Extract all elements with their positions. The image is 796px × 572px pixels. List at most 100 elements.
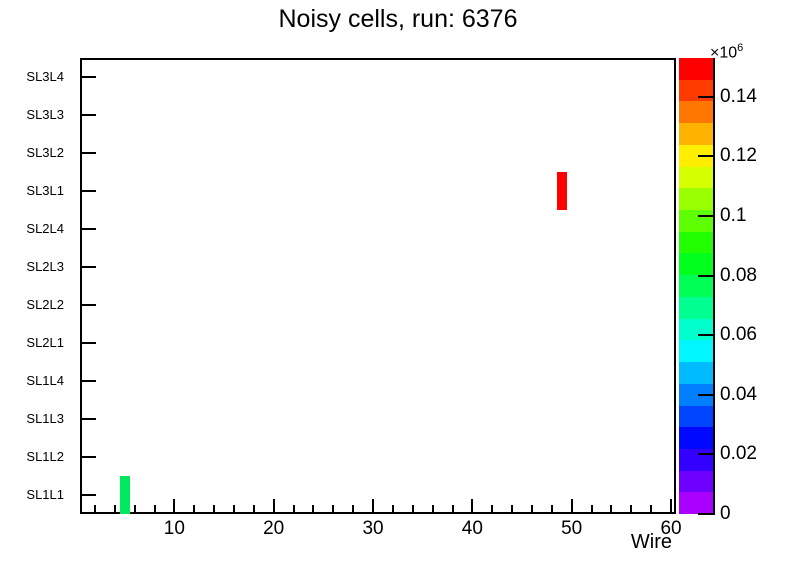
y-axis-tick [80,266,96,268]
palette-tick [698,155,715,158]
y-axis-tick [80,190,96,192]
y-axis-tick [80,380,96,382]
x-axis-minor-tick [252,505,255,512]
palette-band [679,470,714,493]
palette-tick-label: 0.1 [720,204,747,226]
x-axis-minor-tick [113,505,116,512]
palette-band [679,144,714,167]
x-axis-minor-tick [511,505,514,512]
palette-band [679,405,714,428]
y-axis-label: SL2L3 [26,259,64,274]
x-axis-minor-tick [391,505,394,512]
palette-tick-label: 0.12 [720,145,757,167]
palette-tick-label: 0.08 [720,264,757,286]
y-axis-label: SL3L1 [26,183,64,198]
x-axis-minor-tick [431,505,434,512]
x-axis-minor-tick [550,505,553,512]
x-axis-minor-tick [193,505,196,512]
palette-axis-line [713,58,715,514]
palette-tick [698,274,715,277]
y-axis-label: SL3L2 [26,145,64,160]
y-axis-tick [80,342,96,344]
palette-band [679,101,714,124]
y-axis-label: SL3L4 [26,69,64,84]
y-axis-tick [80,456,96,458]
y-axis-label: SL2L4 [26,221,64,236]
palette-band [679,318,714,341]
x-axis-tick-label: 40 [461,518,483,539]
palette-band [679,448,714,471]
palette-band [679,188,714,211]
x-axis-minor-tick [232,505,235,512]
x-axis-minor-tick [451,505,454,512]
x-axis-tick-label: 30 [362,518,384,539]
x-axis-major-tick [272,499,275,512]
y-axis-tick [80,418,96,420]
palette-band [679,79,714,102]
x-axis-tick-label: 60 [660,518,682,539]
color-palette-bar [679,58,714,515]
y-axis-tick [80,494,96,496]
x-axis-minor-tick [491,505,494,512]
x-axis-minor-tick [411,505,414,512]
palette-tick [698,334,715,337]
x-axis-minor-tick [133,505,136,512]
heatmap-cell-wire5-SL1L1 [119,476,130,514]
y-axis-label: SL1L4 [26,373,64,388]
x-axis-major-tick [471,499,474,512]
x-axis-tick-label: 10 [163,518,185,539]
palette-tick [698,95,715,98]
x-axis-minor-tick [610,505,613,512]
x-axis-minor-tick [312,505,315,512]
y-axis-label: SL2L2 [26,297,64,312]
y-axis-label: SL1L3 [26,411,64,426]
x-axis-title: Wire [630,531,672,553]
palette-tick-label: 0.14 [720,85,757,107]
y-axis-label: SL2L1 [26,335,64,350]
palette-band [679,275,714,297]
y-axis-tick [80,152,96,154]
palette-band [679,58,714,80]
y-axis-tick [80,114,96,116]
x-axis-major-tick [372,499,375,512]
palette-exponent-power: 6 [737,42,744,54]
palette-band [679,123,714,145]
x-axis-major-tick [570,499,573,512]
y-axis-label: SL1L2 [26,449,64,464]
y-axis-tick [80,228,96,230]
palette-tick-label: 0.04 [720,383,757,405]
x-axis-minor-tick [352,505,355,512]
palette-tick [698,393,715,396]
x-axis-minor-tick [292,505,295,512]
x-axis-minor-tick [213,505,216,512]
x-axis-minor-tick [590,505,593,512]
y-axis-tick [80,304,96,306]
plot-frame [80,58,676,514]
x-axis-minor-tick [650,505,653,512]
y-axis-label: SL1L1 [26,487,64,502]
heatmap-cell-wire49-SL3L1 [556,172,567,210]
palette-band [679,492,714,515]
palette-tick [698,214,715,217]
x-axis-minor-tick [93,505,96,512]
y-axis-label: SL3L3 [26,107,64,122]
palette-band [679,210,714,232]
x-axis-major-tick [670,499,673,512]
palette-tick-label: 0 [720,503,731,524]
palette-exponent-label: ×106 [710,40,743,61]
palette-band [679,296,714,319]
palette-tick [698,513,715,515]
palette-band [679,166,714,189]
x-axis-tick-label: 50 [561,518,583,539]
x-axis-major-tick [173,499,176,512]
palette-band [679,231,714,254]
palette-band [679,427,714,449]
x-axis-minor-tick [530,505,533,512]
palette-tick [698,453,715,456]
x-axis-minor-tick [153,505,156,512]
palette-exponent-prefix: ×10 [710,44,738,62]
y-axis-tick [80,76,96,78]
palette-band [679,362,714,384]
palette-band [679,253,714,276]
